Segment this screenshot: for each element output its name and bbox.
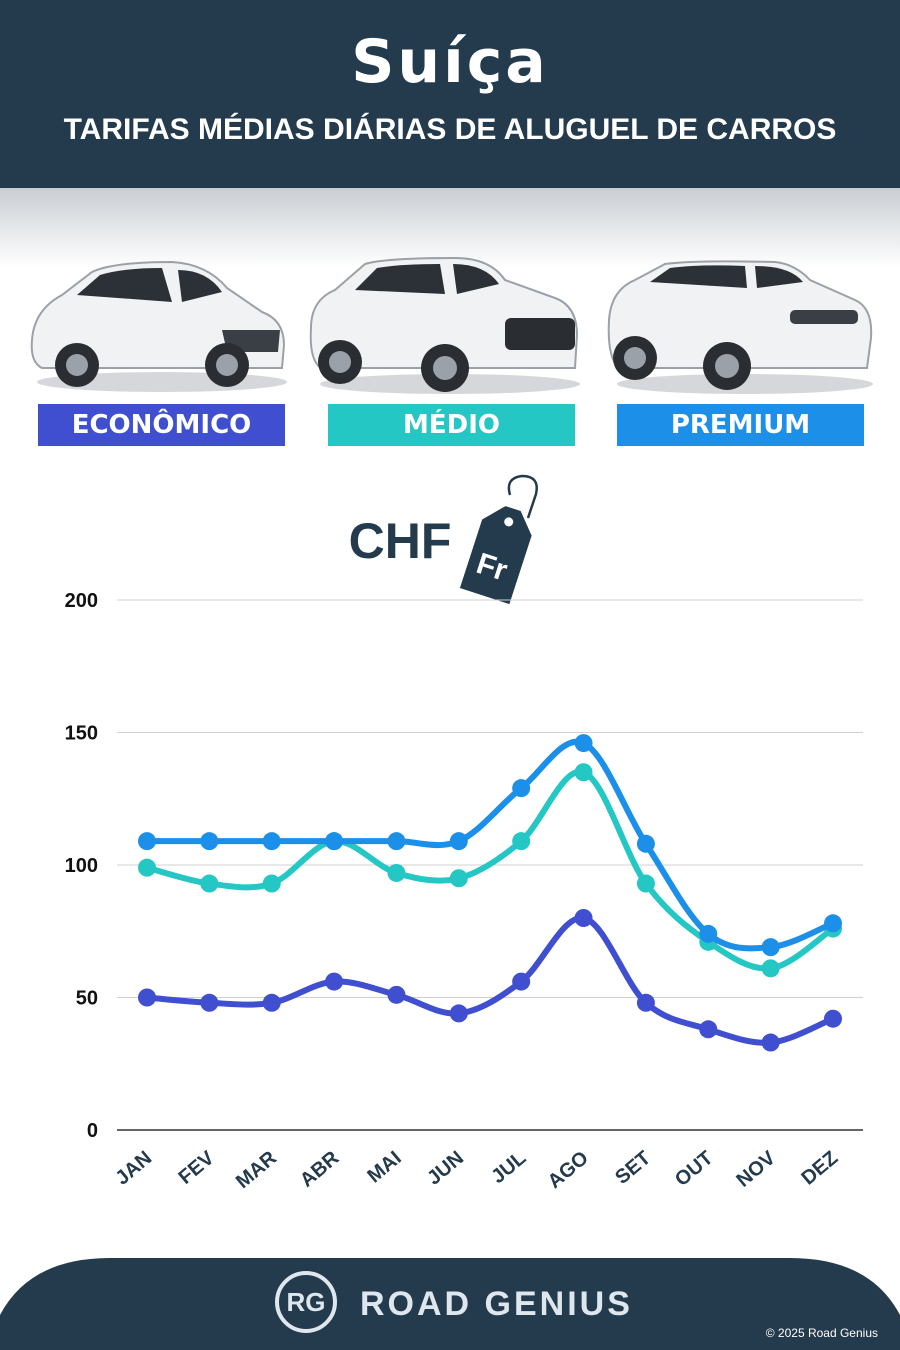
data-point (449, 832, 468, 851)
data-point (325, 972, 344, 991)
data-point (824, 1009, 842, 1028)
currency-label: CHF (349, 513, 452, 569)
copyright-text: © 2025 Road Genius (765, 1326, 878, 1340)
x-tick-label: SET (611, 1147, 655, 1189)
category-badge-economico: ECONÔMICO (38, 404, 285, 446)
x-tick-label: NOV (733, 1147, 781, 1192)
data-point (387, 985, 406, 1004)
data-point (449, 1004, 468, 1023)
data-point (138, 832, 156, 851)
data-point (512, 779, 531, 798)
y-tick-label: 100 (65, 855, 98, 877)
data-point (636, 993, 655, 1012)
x-tick-label: DEZ (797, 1147, 842, 1190)
data-point (574, 734, 593, 753)
x-tick-label: MAR (232, 1147, 281, 1193)
y-tick-label: 150 (65, 723, 98, 745)
page-subtitle: TARIFAS MÉDIAS DIÁRIAS DE ALUGUEL DE CAR… (63, 113, 837, 146)
series-line (144, 914, 836, 1046)
x-tick-label: JUN (423, 1147, 468, 1190)
page-title: Suíça (351, 27, 549, 97)
category-badge-premium: PREMIUM (617, 404, 864, 446)
x-tick-label: ABR (296, 1147, 344, 1192)
data-point (824, 914, 842, 933)
x-tick-label: AGO (544, 1147, 593, 1193)
brand-name: ROAD GENIUS (360, 1285, 633, 1323)
data-point (262, 993, 281, 1012)
data-point (387, 863, 406, 882)
data-point (699, 924, 718, 943)
data-point (699, 1020, 718, 1039)
price-tag-icon: Fr (459, 474, 538, 605)
data-point (200, 874, 219, 893)
data-point (325, 832, 344, 851)
x-tick-label: FEV (175, 1147, 219, 1189)
road-genius-logo-icon: RG (275, 1271, 337, 1333)
x-tick-label: OUT (671, 1147, 717, 1191)
data-point (200, 993, 219, 1012)
data-point (574, 909, 593, 927)
data-point (512, 972, 531, 991)
x-tick-label: JUL (487, 1147, 530, 1188)
data-point (262, 874, 281, 893)
data-point (512, 832, 531, 851)
data-point (761, 938, 780, 957)
hatchback-car-icon (30, 260, 287, 392)
data-point (200, 832, 219, 851)
data-point (262, 832, 281, 851)
premium-suv-icon (607, 260, 873, 394)
category-badge-medio: MÉDIO (328, 404, 575, 446)
header: Suíça TARIFAS MÉDIAS DIÁRIAS DE ALUGUEL … (0, 0, 900, 188)
y-tick-label: 50 (76, 988, 98, 1010)
data-point (574, 763, 593, 782)
header-shadow (0, 188, 900, 268)
data-point (761, 1033, 780, 1052)
x-tick-label: MAI (363, 1147, 405, 1187)
footer-band (0, 1258, 900, 1350)
data-point (636, 874, 655, 893)
data-point (761, 959, 780, 978)
data-point (138, 988, 156, 1007)
series-line (144, 738, 836, 952)
data-point (449, 869, 468, 888)
data-point (636, 834, 655, 853)
series-line (144, 768, 836, 972)
data-point (138, 858, 156, 877)
suv-car-icon (309, 256, 580, 394)
line-chart: CHF Fr 0 50 100 150 200 JAN FEV MAR ABR MAI JUN JUL… (65, 474, 863, 1193)
x-tick-label: JAN (111, 1147, 156, 1190)
y-tick-label: 200 (65, 590, 98, 612)
y-tick-label: 0 (87, 1120, 98, 1142)
data-point (387, 832, 406, 851)
